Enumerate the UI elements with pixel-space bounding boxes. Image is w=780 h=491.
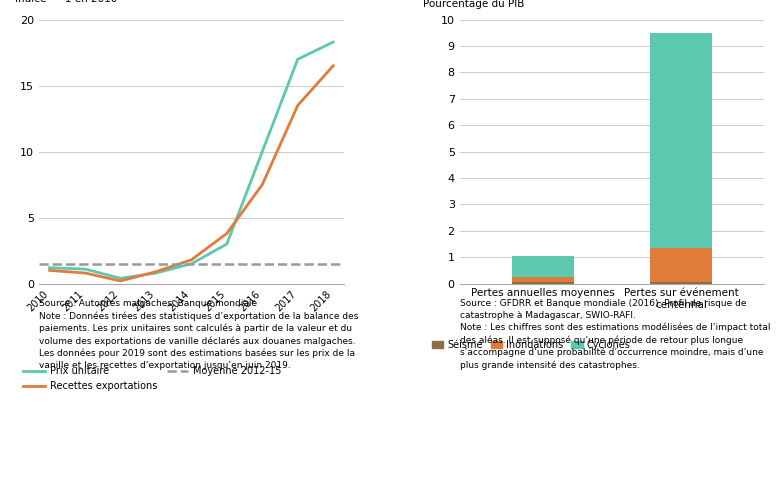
Legend: Séisme, Inondations, Cyclones: Séisme, Inondations, Cyclones [428, 336, 634, 354]
Bar [650, 248, 712, 282]
Legend: Prix unitaire, Recettes exportations, Moyenne 2012-15: Prix unitaire, Recettes exportations, Mo… [20, 362, 285, 395]
Text: Source : Autorités malgaches, Banque mondiale
Note : Données tirées des statisti: Source : Autorités malgaches, Banque mon… [39, 299, 358, 370]
Text: Indice  = 1 en 2010: Indice = 1 en 2010 [15, 0, 117, 4]
Bar [650, 33, 712, 248]
Bar [512, 282, 574, 284]
Text: Pourcentage du PIB: Pourcentage du PIB [423, 0, 524, 9]
Bar [512, 277, 574, 282]
Bar [650, 282, 712, 284]
Text: Source : GFDRR et Banque mondiale (2016). Profil de risque de
catastrophe à Mada: Source : GFDRR et Banque mondiale (2016)… [459, 299, 770, 370]
Bar [512, 256, 574, 277]
